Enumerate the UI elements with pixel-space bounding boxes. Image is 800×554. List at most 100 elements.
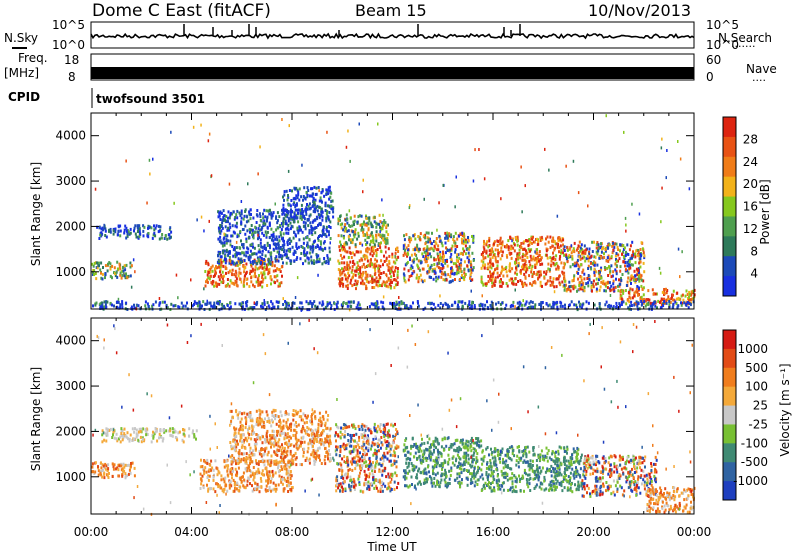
range-cell — [255, 488, 258, 492]
range-cell — [206, 278, 209, 282]
range-cell — [281, 118, 283, 121]
range-cell — [337, 234, 340, 238]
range-cell — [497, 248, 499, 252]
range-cell — [276, 238, 279, 242]
range-cell — [582, 268, 585, 272]
range-cell — [256, 437, 259, 441]
range-cell — [246, 466, 249, 470]
range-cell — [444, 261, 447, 265]
nsky-spikes — [183, 24, 521, 36]
range-cell — [355, 287, 357, 291]
range-cell — [295, 242, 298, 246]
range-cell — [463, 232, 465, 236]
range-cell — [410, 253, 413, 257]
range-cell — [250, 213, 252, 216]
range-cell — [462, 252, 464, 256]
range-cell — [354, 279, 357, 283]
range-cell — [301, 216, 303, 220]
range-cell — [339, 223, 342, 227]
range-cell — [593, 269, 596, 273]
range-cell — [488, 239, 491, 243]
range-cell — [545, 302, 548, 305]
range-cell — [307, 218, 309, 222]
range-cell — [369, 274, 372, 278]
range-cell — [677, 140, 679, 143]
range-cell — [279, 270, 282, 273]
range-cell — [402, 272, 405, 276]
range-cell — [416, 273, 419, 277]
range-cell — [238, 262, 241, 266]
range-cell — [665, 298, 668, 302]
range-cell — [237, 442, 239, 446]
range-cell — [359, 270, 362, 274]
range-cell — [382, 280, 385, 284]
range-cell — [442, 250, 444, 254]
range-cell — [408, 236, 411, 240]
range-cell — [456, 267, 459, 271]
range-cell — [615, 301, 618, 305]
range-cell — [488, 277, 491, 281]
range-cell — [356, 261, 359, 265]
range-cell — [598, 302, 601, 306]
range-cell — [240, 428, 243, 432]
range-cell — [487, 262, 490, 266]
range-cell — [280, 257, 283, 261]
range-cell — [99, 305, 102, 309]
range-cell — [573, 274, 576, 278]
range-cell — [293, 217, 296, 221]
range-cell — [286, 243, 289, 247]
range-cell — [622, 300, 625, 304]
range-cell — [430, 276, 432, 279]
range-cell — [558, 246, 561, 250]
range-cell — [614, 262, 617, 266]
range-cell — [241, 440, 244, 444]
range-cell — [365, 284, 368, 288]
range-cell — [118, 464, 121, 468]
range-cell — [342, 302, 344, 306]
range-cell — [636, 254, 639, 258]
range-cell — [396, 273, 399, 277]
range-cell — [463, 276, 465, 280]
range-cell — [390, 302, 393, 306]
range-cell — [232, 210, 235, 214]
range-cell — [599, 285, 602, 289]
range-cell — [640, 300, 643, 303]
range-cell — [629, 266, 632, 270]
range-cell — [267, 250, 270, 254]
range-cell — [273, 305, 276, 309]
range-cell — [244, 436, 247, 440]
range-cell — [154, 234, 157, 238]
range-cell — [234, 269, 237, 273]
range-cell — [310, 302, 313, 305]
range-cell — [316, 204, 319, 208]
range-cell — [324, 247, 327, 251]
range-cell — [242, 251, 245, 255]
range-cell — [315, 226, 318, 229]
range-cell — [471, 251, 474, 255]
range-cell — [562, 251, 565, 255]
range-cell — [250, 224, 253, 227]
range-cell — [463, 234, 466, 238]
range-cell — [631, 263, 634, 267]
range-cell — [322, 417, 325, 421]
range-cell — [563, 279, 566, 283]
range-cell — [373, 263, 376, 267]
range-cell — [545, 249, 548, 253]
range-cell — [233, 282, 236, 286]
range-cell — [246, 483, 249, 487]
range-cell — [347, 271, 350, 275]
range-cell — [620, 278, 623, 282]
range-cell — [568, 288, 571, 292]
range-cell — [484, 282, 487, 286]
range-cell — [140, 440, 143, 444]
range-cell — [426, 252, 429, 256]
range-cell — [463, 249, 466, 253]
range-cell — [217, 215, 220, 219]
range-cell — [236, 263, 239, 267]
range-cell — [216, 282, 219, 286]
range-cell — [298, 306, 301, 310]
range-cell — [376, 279, 379, 283]
range-cell — [608, 281, 611, 285]
range-cell — [92, 264, 95, 268]
range-cell — [266, 230, 269, 234]
